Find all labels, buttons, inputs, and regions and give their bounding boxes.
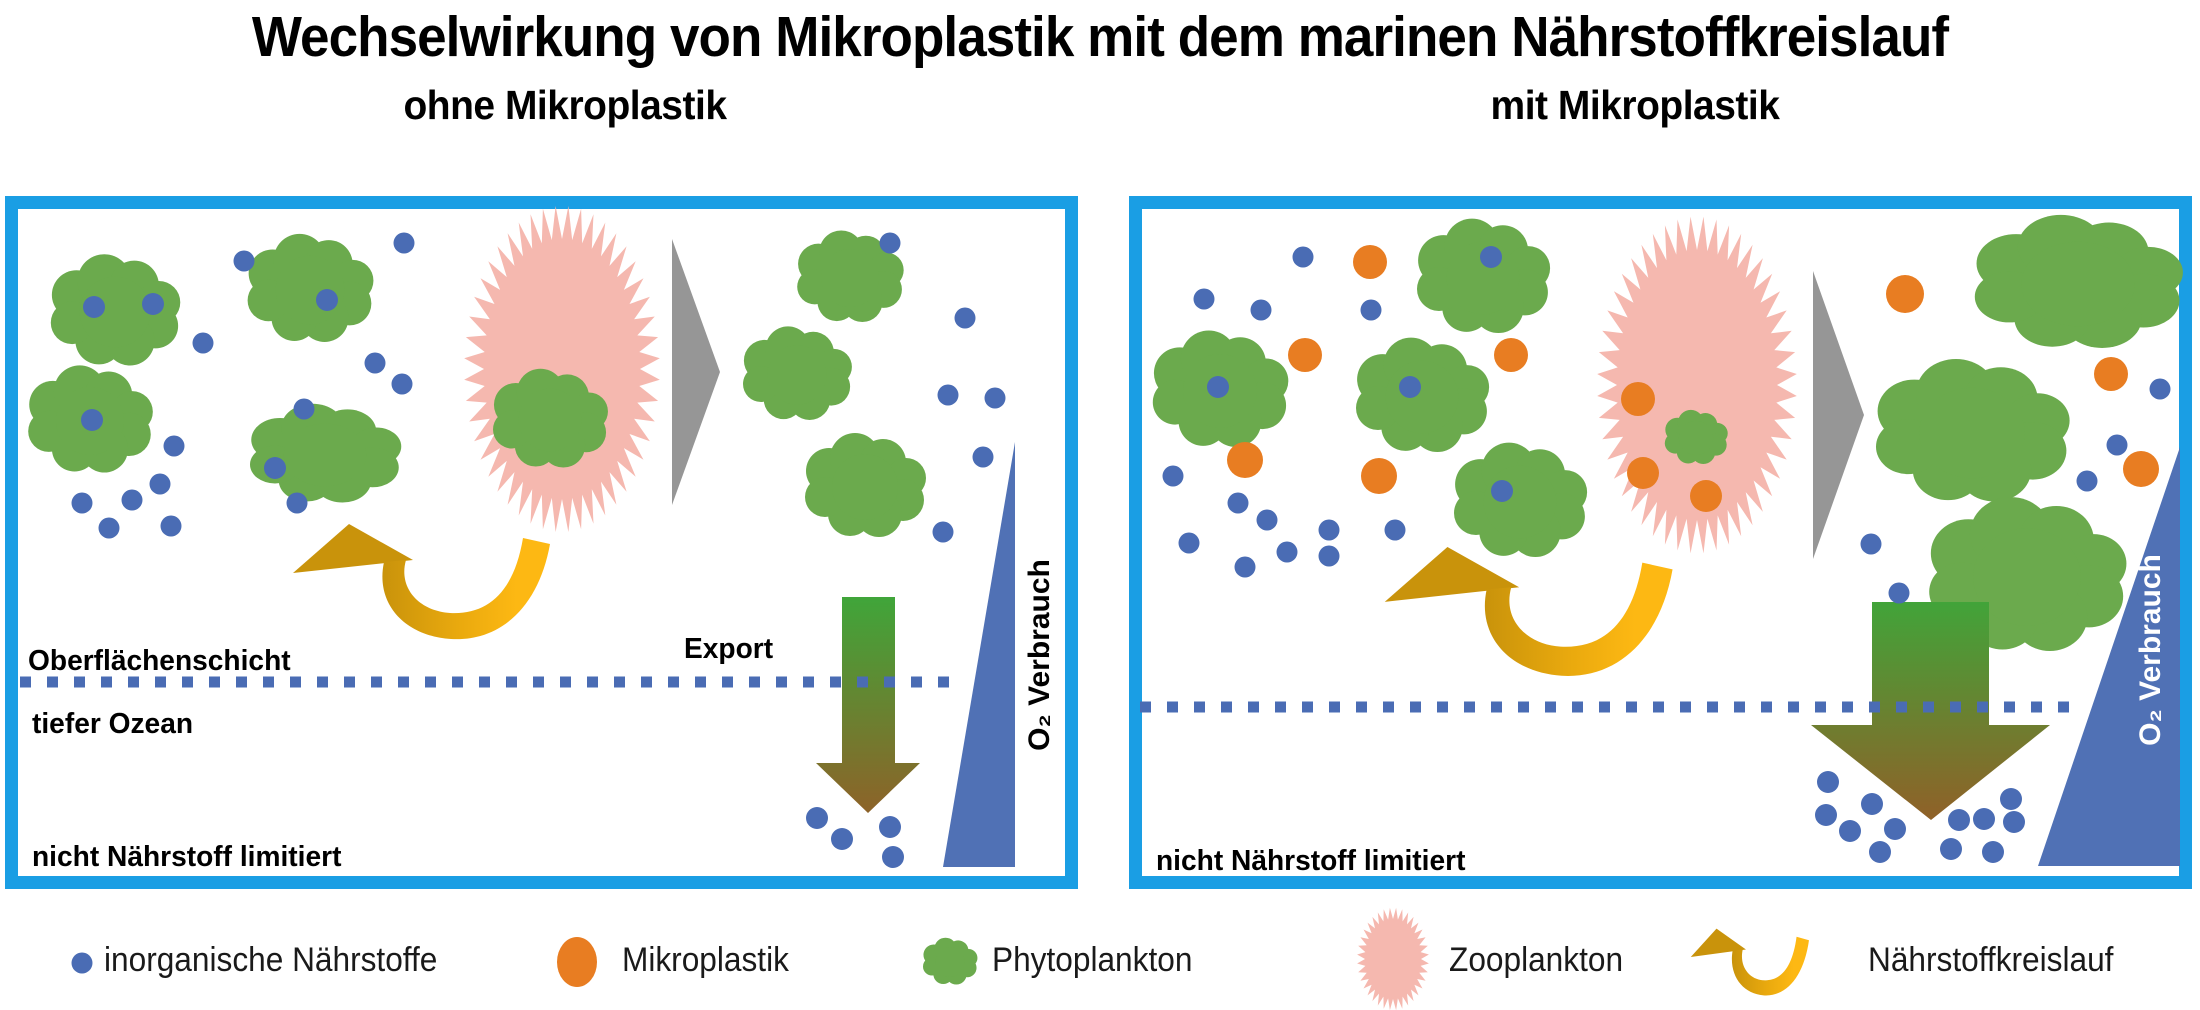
legend-item-label: Nährstoffkreislauf (1868, 941, 2114, 979)
zooplankton (464, 206, 660, 532)
phytoplankton-cloud (1356, 337, 1490, 452)
nutrient-cycle-arrow-icon (1384, 546, 1673, 676)
o2-consumption-triangle (943, 442, 1015, 867)
o2-consumption-label: O₂ Verbrauch (1023, 559, 1056, 751)
page-title: Wechselwirkung von Mikroplastik mit dem … (251, 5, 1949, 69)
phytoplankton-cloud (1417, 218, 1551, 333)
microplastic-icon (557, 937, 597, 987)
phytoplankton-cloud (743, 326, 852, 420)
phytoplankton-icon (923, 937, 978, 985)
nutrient-status-label: nicht Nährstoff limitiert (32, 841, 342, 873)
legend-icons (71, 907, 1809, 1010)
o2-consumption-triangle (2038, 447, 2180, 866)
left-panel-scene (20, 206, 1015, 868)
nutrient-cycle-arrow-icon (1690, 928, 1809, 996)
o2-consumption-label: O₂ Verbrauch (2134, 554, 2167, 746)
legend-item-label: Phytoplankton (992, 941, 1193, 979)
zooplankton-icon (1357, 907, 1429, 1010)
legend-item-label: inorganische Nährstoffe (104, 941, 438, 979)
phytoplankton-cloud (250, 403, 402, 503)
right-panel-frame (1129, 196, 2192, 889)
right-panel-subtitle: mit Mikroplastik (1490, 82, 1780, 128)
phytoplankton-cloud (805, 433, 926, 537)
nutrient-dots (1162, 246, 2171, 863)
nutrient-cycle-arrow-icon (293, 524, 550, 640)
phytoplankton-cloud-large (1876, 359, 2070, 502)
nutrient-status-label: nicht Nährstoff limitiert (1156, 845, 1466, 877)
microplastic-group (1227, 245, 2159, 512)
nutrient-dot-icon (71, 952, 93, 974)
legend-item-label: Zooplankton (1449, 941, 1624, 979)
grazing-arrow-icon (1813, 271, 1864, 559)
left-panel-subtitle: ohne Mikroplastik (403, 82, 727, 128)
surface-layer-label: Oberflächenschicht (28, 645, 291, 677)
deep-ocean-label: tiefer Ozean (32, 708, 194, 740)
legend-item-label: Mikroplastik (622, 941, 789, 979)
nutrient-dots (71, 232, 1006, 868)
phytoplankton-cloud (247, 233, 374, 342)
phytoplankton-cloud-large (1974, 214, 2183, 348)
right-panel-scene (1140, 214, 2183, 866)
phytoplankton-cloud (1454, 442, 1588, 557)
export-label: Export (684, 633, 774, 665)
left-panel-frame (5, 196, 1078, 889)
export-arrow-icon (816, 597, 920, 813)
grazing-arrow-icon (672, 239, 720, 505)
